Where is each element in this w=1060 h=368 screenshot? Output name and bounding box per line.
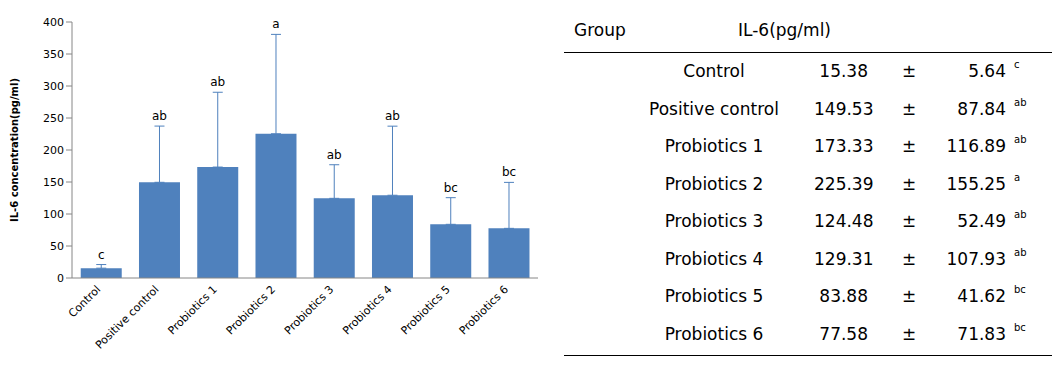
html-text:Probiotics 1: Probiotics 1 <box>664 136 764 156</box>
svg-text:100: 100 <box>43 208 64 221</box>
svg-text:350: 350 <box>43 48 64 61</box>
svg-text:IL-6 concentration(pg/ml): IL-6 concentration(pg/ml) <box>9 78 20 222</box>
svg-text:Probiotics 6: Probiotics 6 <box>457 283 511 337</box>
svg-text:Probiotics 5: Probiotics 5 <box>398 283 452 337</box>
svg-text:250: 250 <box>43 112 64 125</box>
html-text:155.25: 155.25 <box>946 173 1006 194</box>
svg-text:150: 150 <box>43 176 64 189</box>
svg-text:Probiotics 1: Probiotics 1 <box>165 283 219 337</box>
html-text:bc: bc <box>1014 321 1026 333</box>
html-text:c: c <box>1014 59 1020 70</box>
html-text:41.62: 41.62 <box>957 286 1006 306</box>
svg-text:Probiotics 2: Probiotics 2 <box>224 283 278 337</box>
html-text:Probiotics 2: Probiotics 2 <box>664 173 764 194</box>
svg-text:400: 400 <box>43 16 64 29</box>
svg-text:Control: Control <box>66 283 103 320</box>
html-text:Probiotics 3: Probiotics 3 <box>664 211 764 231</box>
html-text:Group: Group <box>574 20 626 40</box>
html-text:77.58: 77.58 <box>819 323 868 344</box>
html-text:83.88: 83.88 <box>819 286 868 306</box>
svg-text:Positive control: Positive control <box>93 283 162 352</box>
svg-text:50: 50 <box>50 240 64 253</box>
html-text:IL-6(pg/ml): IL-6(pg/ml) <box>738 20 831 40</box>
svg-text:a: a <box>272 17 279 31</box>
html-text:124.48: 124.48 <box>814 211 874 231</box>
svg-text:ab: ab <box>210 75 225 89</box>
html-text:ab: ab <box>1014 134 1027 145</box>
svg-text:Probiotics 3: Probiotics 3 <box>282 283 336 337</box>
html-text:71.83: 71.83 <box>957 323 1006 344</box>
svg-text:0: 0 <box>57 272 64 285</box>
html-text:52.49: 52.49 <box>957 211 1006 231</box>
svg-text:ab: ab <box>327 148 342 162</box>
html-text:15.38: 15.38 <box>819 61 868 81</box>
svg-text:ab: ab <box>152 109 167 123</box>
html-text:a: a <box>1014 171 1021 183</box>
svg-text:ab: ab <box>385 109 400 123</box>
svg-text:Probiotics 4: Probiotics 4 <box>340 283 394 337</box>
html-text:107.93: 107.93 <box>946 248 1006 269</box>
html-text:Probiotics 4: Probiotics 4 <box>664 248 764 269</box>
html-text:Positive control: Positive control <box>649 98 779 119</box>
html-text:ab: ab <box>1014 209 1027 220</box>
html-text:173.33: 173.33 <box>814 136 874 156</box>
svg-text:bc: bc <box>502 165 516 179</box>
svg-text:bc: bc <box>444 181 458 195</box>
html-text:Probiotics 5: Probiotics 5 <box>664 286 764 306</box>
html-text:ab: ab <box>1014 96 1027 108</box>
html-text:225.39: 225.39 <box>814 173 874 194</box>
svg-text:200: 200 <box>43 144 64 157</box>
html-text:bc: bc <box>1014 284 1026 295</box>
html-text:Control: Control <box>683 61 745 81</box>
html-text:129.31: 129.31 <box>814 248 874 269</box>
html-text:ab: ab <box>1014 246 1027 258</box>
html-text:116.89: 116.89 <box>946 136 1006 156</box>
html-text:87.84: 87.84 <box>957 98 1006 119</box>
html-text:149.53: 149.53 <box>814 98 874 119</box>
svg-text:300: 300 <box>43 80 64 93</box>
svg-text:c: c <box>98 248 105 262</box>
html-text:5.64: 5.64 <box>968 61 1006 81</box>
html-text:Probiotics 6: Probiotics 6 <box>664 323 764 344</box>
